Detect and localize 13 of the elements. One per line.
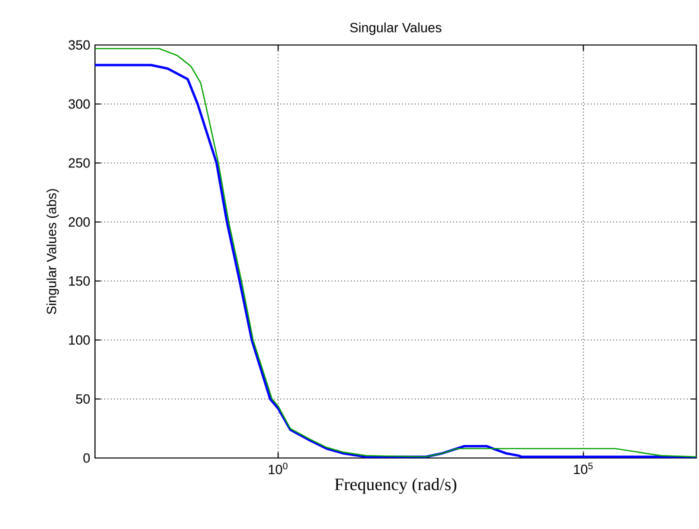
y-tick-label: 300 bbox=[68, 99, 90, 109]
y-tick-label: 150 bbox=[69, 276, 90, 286]
y-tick-label: 200 bbox=[68, 217, 90, 227]
chart-title: Singular Values bbox=[350, 22, 442, 35]
y-tick-label: 100 bbox=[69, 335, 90, 345]
x-tick-label: 10$^{0}$ bbox=[268, 462, 288, 474]
x-tick-label: 10$^{5}$ bbox=[574, 462, 593, 474]
x-axis-title: Frequency (rad/s) bbox=[334, 478, 456, 494]
y-tick-label: 50 bbox=[76, 394, 90, 404]
y-tick-label: 0 bbox=[83, 453, 90, 463]
y-tick-label: 250 bbox=[68, 158, 90, 168]
y-axis-title: Singular Values (abs) bbox=[46, 189, 59, 314]
y-tick-label: 350 bbox=[68, 40, 90, 50]
